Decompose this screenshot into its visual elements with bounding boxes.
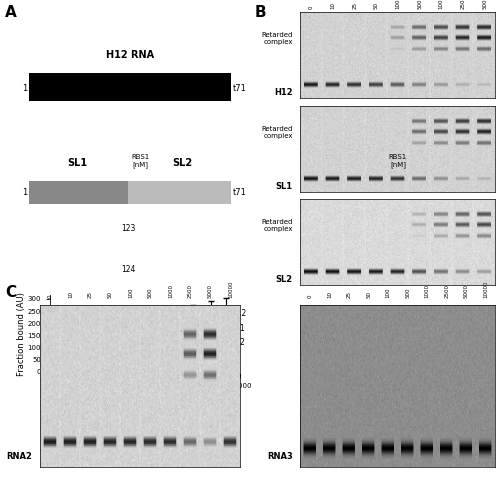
Text: 500: 500	[148, 287, 153, 298]
Text: 100: 100	[386, 287, 390, 298]
Text: 0: 0	[48, 294, 53, 298]
Text: 25: 25	[346, 291, 352, 298]
Text: RBS1
[nM]: RBS1 [nM]	[132, 154, 150, 168]
Text: RNA2: RNA2	[6, 452, 32, 461]
Text: 1000: 1000	[168, 284, 173, 298]
Text: H12: H12	[274, 88, 292, 97]
Text: RBS1
[nM]: RBS1 [nM]	[389, 154, 407, 168]
Text: 5000: 5000	[208, 284, 213, 298]
Text: Retarded
complex: Retarded complex	[262, 125, 292, 139]
Text: H12: H12	[231, 309, 246, 318]
Text: 50: 50	[108, 291, 113, 298]
X-axis label: RBS1 [nM]: RBS1 [nM]	[123, 395, 167, 403]
Text: 2500: 2500	[444, 284, 449, 298]
Text: RNA3: RNA3	[267, 452, 292, 461]
Text: 100: 100	[128, 287, 133, 298]
Bar	[29, 73, 231, 101]
Text: SL1: SL1	[276, 182, 292, 191]
Text: C: C	[5, 285, 16, 300]
Text: 123: 123	[120, 224, 135, 233]
Bar	[29, 181, 128, 204]
Text: B: B	[255, 5, 266, 20]
Text: 10: 10	[68, 291, 73, 298]
Text: 2500: 2500	[460, 0, 466, 8]
Text: 124: 124	[120, 265, 135, 274]
Text: 10000: 10000	[483, 280, 488, 298]
Text: 500: 500	[405, 287, 410, 298]
Text: 10000: 10000	[228, 280, 233, 298]
Text: 500: 500	[417, 0, 422, 8]
Text: 10: 10	[327, 291, 332, 298]
Text: 100: 100	[396, 0, 400, 8]
Text: 50: 50	[374, 1, 379, 8]
Text: 25: 25	[88, 291, 93, 298]
Text: 1: 1	[22, 84, 27, 93]
Text: SL1: SL1	[68, 158, 87, 168]
Text: t71: t71	[233, 84, 247, 93]
Text: Retarded
complex: Retarded complex	[262, 219, 292, 232]
Text: 5000: 5000	[464, 284, 468, 298]
Text: 25: 25	[352, 1, 357, 8]
Text: A: A	[5, 5, 17, 20]
Text: H12 RNA: H12 RNA	[106, 50, 154, 61]
Text: 50: 50	[366, 291, 371, 298]
Text: t71: t71	[233, 188, 247, 197]
Bar	[128, 181, 231, 204]
Text: 5000: 5000	[482, 0, 487, 8]
Text: SL2: SL2	[276, 275, 292, 284]
Text: SL2: SL2	[231, 338, 245, 347]
Text: SL1: SL1	[231, 324, 245, 333]
Text: 1000: 1000	[439, 0, 444, 8]
Y-axis label: Fraction bound (AU): Fraction bound (AU)	[17, 293, 26, 376]
Text: 10: 10	[330, 1, 336, 8]
Text: 0: 0	[308, 294, 312, 298]
Text: 2500: 2500	[188, 284, 193, 298]
Text: 1: 1	[22, 188, 27, 197]
Text: 0: 0	[309, 5, 314, 8]
Text: 1000: 1000	[424, 284, 430, 298]
Text: SL2: SL2	[172, 158, 193, 168]
Text: Retarded
complex: Retarded complex	[262, 32, 292, 45]
